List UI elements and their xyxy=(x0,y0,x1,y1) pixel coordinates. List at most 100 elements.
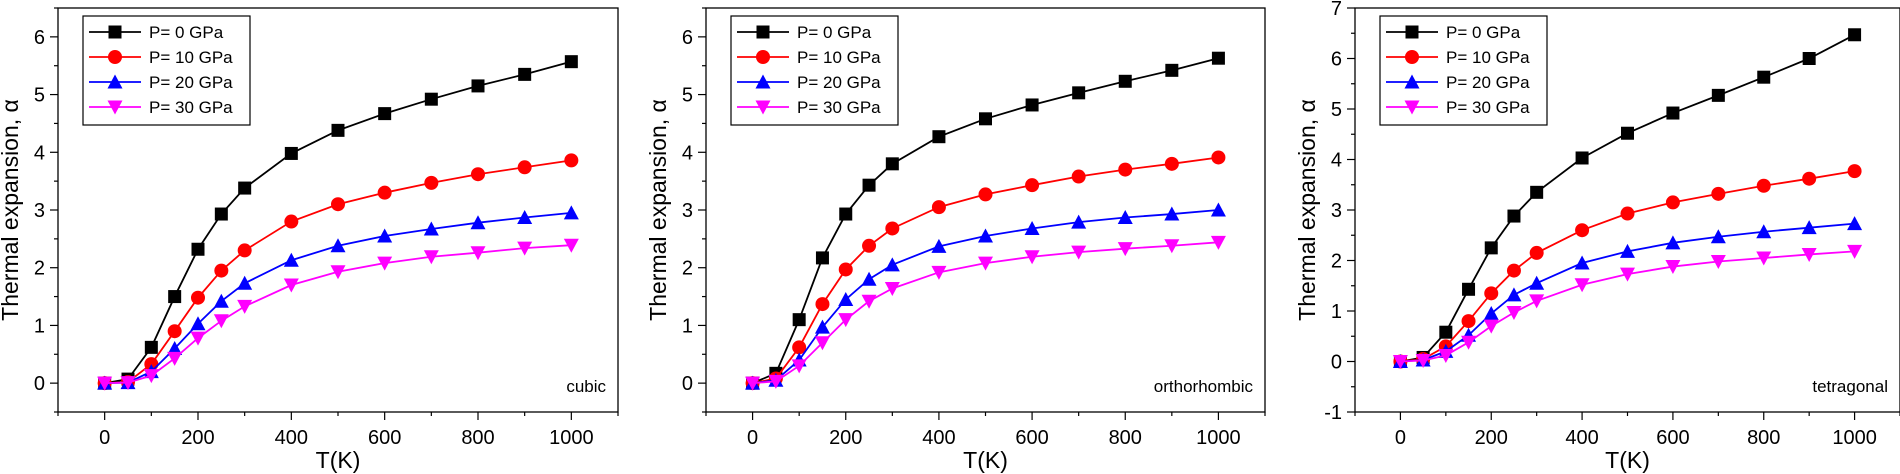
legend-label: P= 20 GPa xyxy=(797,73,881,92)
data-point xyxy=(1484,286,1499,301)
data-point xyxy=(237,275,253,290)
y-axis-title: Thermal expansion, α xyxy=(0,99,23,321)
data-point xyxy=(213,293,229,308)
legend-marker xyxy=(756,50,770,64)
data-point xyxy=(1211,51,1225,65)
data-point xyxy=(862,238,877,253)
x-tick-label: 1000 xyxy=(1196,427,1241,449)
y-tick-label: 1 xyxy=(682,315,693,337)
legend-label: P= 10 GPa xyxy=(149,48,233,67)
y-tick-label: 2 xyxy=(682,258,693,280)
data-point xyxy=(190,316,206,331)
legend-marker xyxy=(755,74,771,89)
series-line xyxy=(104,211,572,385)
legend-label: P= 30 GPa xyxy=(1446,98,1530,117)
x-tick-label: 600 xyxy=(1656,427,1689,449)
data-point xyxy=(1164,239,1180,254)
data-point xyxy=(1438,348,1454,363)
y-tick-label: 0 xyxy=(1331,352,1342,374)
data-point xyxy=(1118,162,1133,177)
data-point xyxy=(283,278,299,293)
y-tick-label: 4 xyxy=(34,142,45,164)
y-tick-label: 3 xyxy=(682,200,693,222)
data-point xyxy=(1529,245,1544,260)
data-point xyxy=(1439,325,1453,339)
data-point xyxy=(423,221,439,236)
data-point xyxy=(213,314,229,329)
legend-label: P= 0 GPa xyxy=(149,23,224,42)
data-point xyxy=(931,238,947,253)
data-point xyxy=(1071,245,1087,260)
series-line xyxy=(104,60,572,385)
data-point xyxy=(190,331,206,346)
data-point xyxy=(1210,235,1226,250)
y-axis-title: Thermal expansion, α xyxy=(645,99,671,321)
legend-marker xyxy=(108,50,122,64)
data-point xyxy=(862,178,876,192)
legend-marker xyxy=(756,25,770,39)
data-point xyxy=(1461,314,1476,329)
data-point xyxy=(884,257,900,272)
data-point xyxy=(144,340,158,354)
data-point xyxy=(839,207,853,221)
data-point xyxy=(1620,206,1635,221)
data-point xyxy=(885,221,900,236)
data-point xyxy=(214,263,229,278)
chart-panel-cubic: 0 200 400 600 800 1000 0 1 2 3 4 5 6 T(K) Thermal expa… xyxy=(0,7,619,473)
x-tick-label: 1000 xyxy=(1832,427,1877,449)
data-point xyxy=(792,340,807,355)
series-1 xyxy=(97,153,579,391)
legend-label: P= 20 GPa xyxy=(1446,73,1530,92)
legend-marker xyxy=(1405,50,1419,64)
data-point xyxy=(1801,220,1817,235)
chart-panel-orthorhombic: 0 200 400 600 800 1000 0 1 2 3 4 5 6 T(K) Thermal expa… xyxy=(645,7,1266,473)
y-tick-label: 4 xyxy=(1331,150,1342,172)
data-point xyxy=(237,299,253,314)
data-point xyxy=(517,210,533,225)
y-tick-label: 6 xyxy=(1331,49,1342,71)
x-tick-label: 800 xyxy=(1747,427,1780,449)
data-point xyxy=(1024,220,1040,235)
data-point xyxy=(978,256,993,271)
data-point xyxy=(1529,275,1545,290)
data-point xyxy=(1462,282,1476,296)
data-point xyxy=(1484,241,1498,255)
data-point xyxy=(284,214,299,229)
data-point xyxy=(1025,98,1039,112)
x-tick-label: 200 xyxy=(1475,427,1508,449)
chart-panel-tetragonal: 0 200 400 600 800 1000 -1 0 1 2 3 4 5 6 7 T(K) Thermal e… xyxy=(1294,0,1900,473)
data-point xyxy=(518,67,532,81)
data-point xyxy=(815,251,829,265)
data-point xyxy=(979,112,992,126)
data-point xyxy=(1756,178,1771,193)
data-point xyxy=(838,291,854,306)
data-point xyxy=(1621,126,1634,140)
data-point xyxy=(1847,216,1863,231)
data-point xyxy=(1574,255,1590,270)
y-tick-label: 3 xyxy=(1331,200,1342,222)
data-point xyxy=(1164,206,1180,221)
data-point xyxy=(1574,278,1590,293)
legend-marker xyxy=(107,74,123,89)
data-point xyxy=(1756,224,1772,239)
data-point xyxy=(1165,63,1179,77)
data-point xyxy=(1665,260,1681,275)
data-point xyxy=(563,205,579,220)
data-point xyxy=(1210,202,1226,217)
data-point xyxy=(1506,306,1522,321)
y-axis-title: Thermal expansion, α xyxy=(1294,99,1320,321)
data-point xyxy=(564,55,578,69)
data-point xyxy=(814,319,830,334)
data-point xyxy=(1392,355,1408,369)
data-point xyxy=(377,185,392,200)
data-point xyxy=(330,238,346,253)
x-tick-label: 0 xyxy=(99,427,110,449)
y-tick-label: 0 xyxy=(682,373,693,395)
series-0 xyxy=(746,51,1225,390)
series-line xyxy=(1400,222,1855,363)
x-axis-title: T(K) xyxy=(316,447,361,473)
panel-label: orthorhombic xyxy=(1154,377,1254,396)
data-point xyxy=(97,376,113,391)
x-tick-label: 0 xyxy=(747,427,758,449)
data-point xyxy=(838,313,854,328)
